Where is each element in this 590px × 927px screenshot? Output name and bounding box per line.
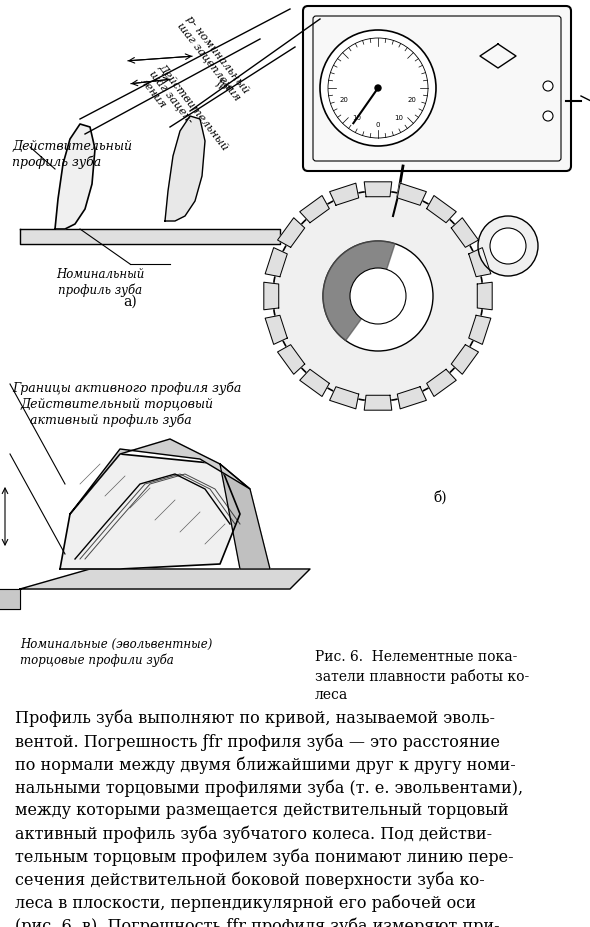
Circle shape [478, 217, 538, 276]
Polygon shape [451, 219, 478, 248]
Circle shape [375, 86, 381, 92]
Text: Рис. 6.  Нелементные пока-
затели плавности работы ко-
леса: Рис. 6. Нелементные пока- затели плавнос… [315, 649, 529, 702]
Polygon shape [364, 183, 392, 197]
Text: б): б) [433, 489, 447, 503]
Text: Номинальный
профиль зуба: Номинальный профиль зуба [56, 268, 144, 297]
Polygon shape [60, 454, 240, 569]
Polygon shape [277, 345, 304, 375]
Polygon shape [300, 197, 329, 223]
Polygon shape [397, 387, 427, 410]
Text: 10: 10 [395, 115, 404, 121]
Text: а): а) [123, 295, 137, 309]
Polygon shape [20, 569, 310, 590]
Circle shape [543, 112, 553, 121]
Polygon shape [220, 464, 270, 569]
Polygon shape [300, 370, 329, 397]
Text: р- номинальный
шаг зацепления: р- номинальный шаг зацепления [175, 14, 251, 103]
Circle shape [350, 269, 406, 324]
Polygon shape [427, 370, 456, 397]
Text: Действительный
шаг зацеп-
ления: Действительный шаг зацеп- ления [138, 62, 230, 167]
Text: Профиль зуба выполняют по кривой, называемой эволь-
вентой. Погрешность ƒfr проф: Профиль зуба выполняют по кривой, называ… [15, 709, 523, 927]
Polygon shape [364, 396, 392, 411]
Polygon shape [477, 283, 492, 311]
Circle shape [273, 192, 483, 401]
Text: Границы активного профиля зуба: Границы активного профиля зуба [12, 382, 241, 395]
Polygon shape [165, 117, 205, 222]
Text: 20: 20 [408, 97, 417, 103]
Text: 0: 0 [376, 121, 380, 128]
Circle shape [323, 242, 433, 351]
Polygon shape [468, 316, 491, 345]
Polygon shape [265, 316, 287, 345]
Text: Номинальные (эвольвентные)
торцовые профили зуба: Номинальные (эвольвентные) торцовые проф… [20, 638, 212, 666]
Text: 10: 10 [352, 115, 361, 121]
Polygon shape [55, 125, 95, 230]
FancyBboxPatch shape [303, 7, 571, 171]
Circle shape [490, 229, 526, 265]
Text: активный профиль зуба: активный профиль зуба [30, 413, 192, 427]
Polygon shape [427, 197, 456, 223]
Text: Действительный
профиль зуба: Действительный профиль зуба [12, 140, 132, 169]
Polygon shape [265, 248, 287, 277]
Polygon shape [20, 230, 280, 245]
Polygon shape [468, 248, 491, 277]
Polygon shape [0, 590, 20, 609]
Polygon shape [330, 387, 359, 410]
Polygon shape [264, 283, 278, 311]
Text: Действительный торцовый: Действительный торцовый [20, 398, 213, 411]
Polygon shape [70, 439, 250, 514]
Polygon shape [397, 184, 427, 206]
Circle shape [320, 31, 436, 146]
Polygon shape [330, 184, 359, 206]
Circle shape [328, 39, 428, 139]
Polygon shape [277, 219, 304, 248]
Text: fpr: fpr [215, 77, 234, 94]
Polygon shape [451, 345, 478, 375]
Circle shape [543, 82, 553, 92]
Text: 20: 20 [339, 97, 348, 103]
Polygon shape [323, 242, 395, 341]
